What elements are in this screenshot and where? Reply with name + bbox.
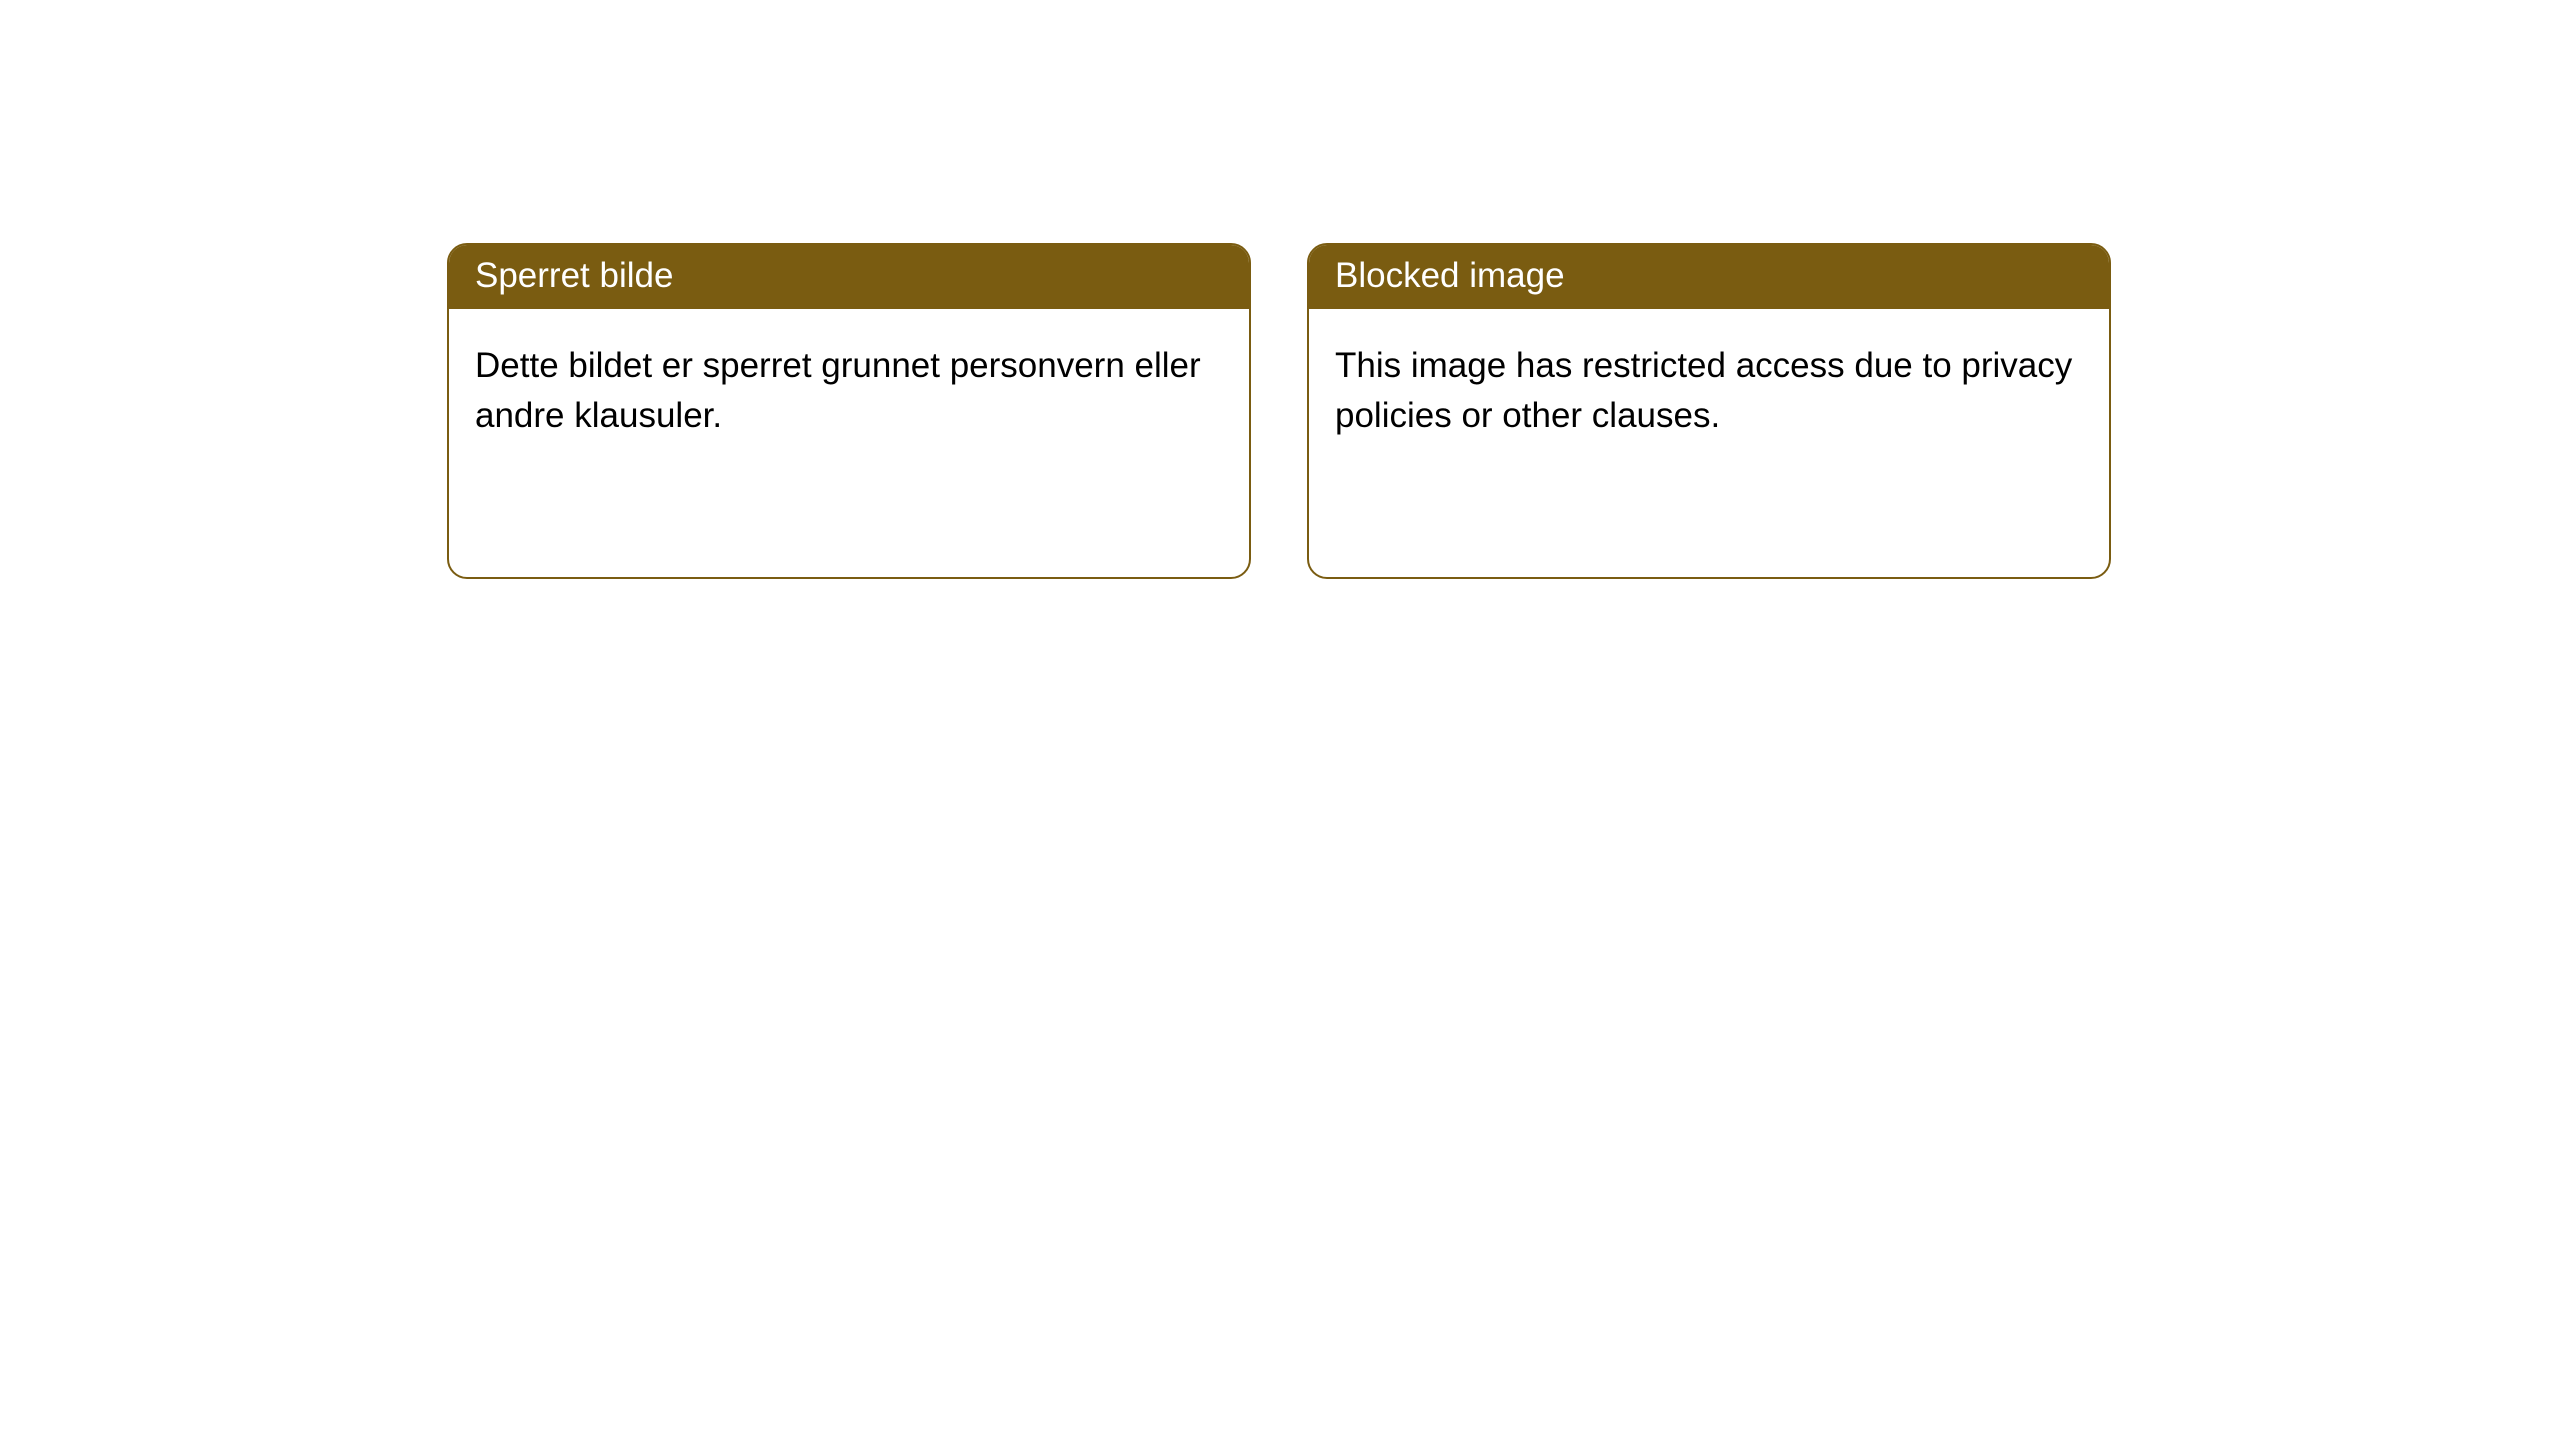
card-title-english: Blocked image	[1335, 256, 1565, 295]
card-text-norwegian: Dette bildet er sperret grunnet personve…	[475, 346, 1201, 436]
card-title-norwegian: Sperret bilde	[475, 256, 673, 295]
card-norwegian: Sperret bilde Dette bildet er sperret gr…	[447, 243, 1251, 579]
card-text-english: This image has restricted access due to …	[1335, 346, 2072, 436]
card-body-english: This image has restricted access due to …	[1309, 309, 2109, 475]
blocked-image-notice-container: Sperret bilde Dette bildet er sperret gr…	[0, 0, 2560, 579]
card-header-norwegian: Sperret bilde	[449, 245, 1249, 309]
card-english: Blocked image This image has restricted …	[1307, 243, 2111, 579]
card-body-norwegian: Dette bildet er sperret grunnet personve…	[449, 309, 1249, 475]
card-header-english: Blocked image	[1309, 245, 2109, 309]
